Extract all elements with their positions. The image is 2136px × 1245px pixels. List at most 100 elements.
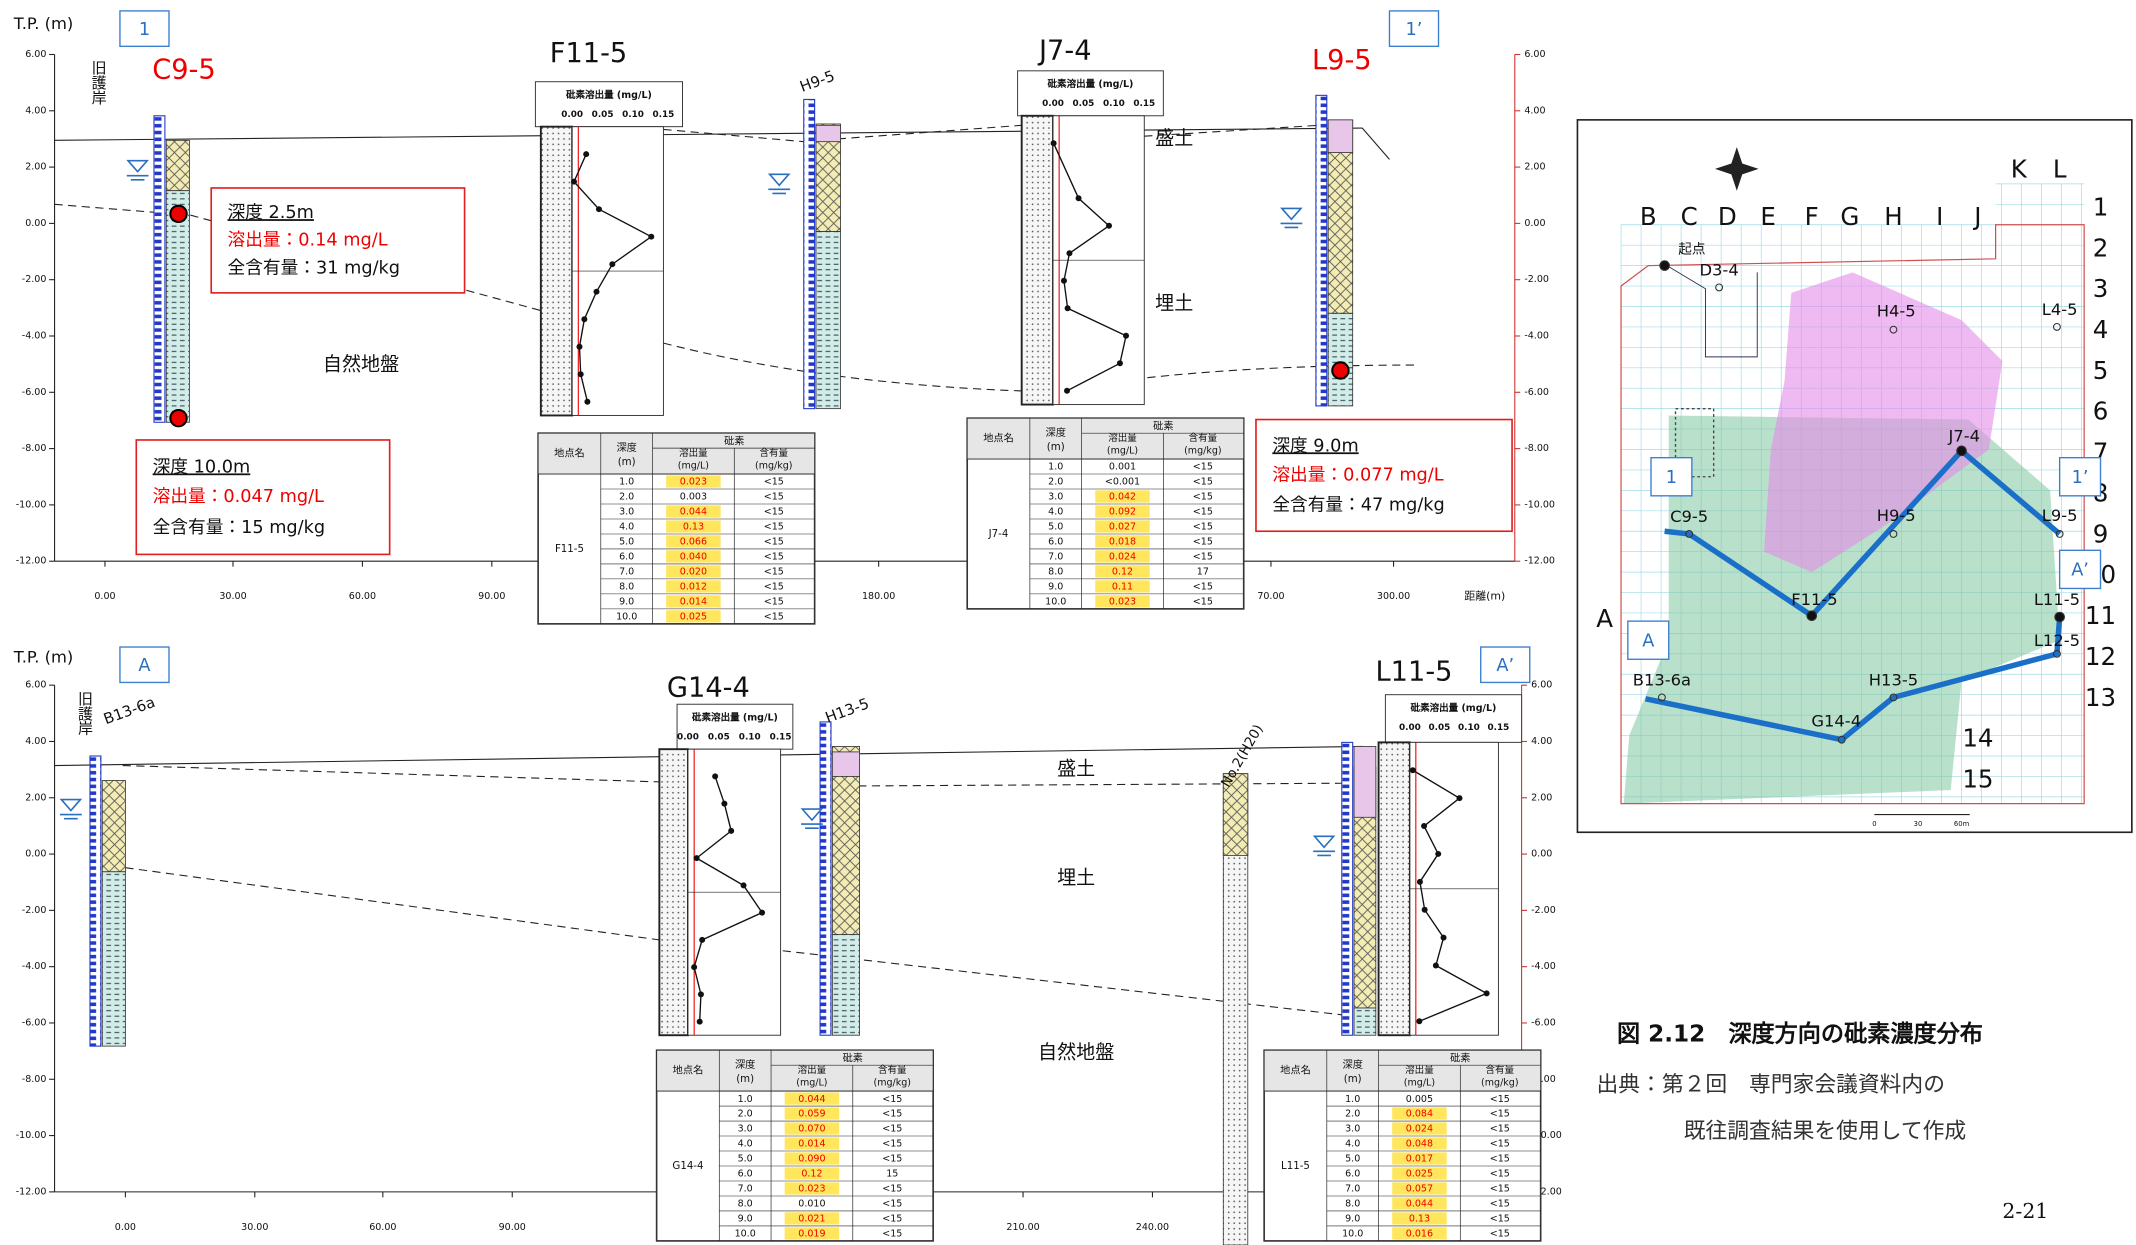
layer-label: 埋土 (1155, 292, 1193, 314)
profile-tick: 0.00 (561, 110, 583, 120)
y-tick-label: 0.00 (25, 218, 46, 229)
y-tick-label: -6.00 (1524, 387, 1549, 398)
map-section-label: A’ (2071, 561, 2089, 581)
section-label: A (138, 656, 150, 676)
page: T.P. (m)6.006.004.004.002.002.000.000.00… (0, 0, 2136, 1245)
profile-point (1051, 140, 1057, 146)
x-tick-label: 90.00 (499, 1222, 526, 1233)
table-cell: 0.11 (1112, 582, 1133, 593)
profile-title: 砒素溶出量 (mg/L) (566, 89, 652, 101)
table-header: 深度 (616, 441, 636, 454)
table-cell: 0.040 (680, 552, 707, 563)
table-cell: 17 (1197, 567, 1209, 578)
table-cell: <15 (1193, 507, 1213, 518)
map-point (1957, 446, 1967, 456)
table-cell: 0.014 (680, 597, 707, 608)
sample-point (170, 206, 186, 222)
table-cell: <15 (1193, 462, 1213, 473)
water-level (1280, 208, 1302, 227)
table-cell: 1.0 (1345, 1094, 1360, 1105)
profile-tick: 0.00 (1399, 723, 1421, 733)
profile-tick: 0.05 (1428, 723, 1450, 733)
profile-tick: 0.10 (739, 732, 761, 742)
table-cell: 0.044 (1406, 1199, 1433, 1210)
table-cell: 6.0 (738, 1169, 753, 1180)
table-cell: <15 (882, 1094, 902, 1105)
table-cell: <15 (764, 567, 784, 578)
caption-source: 既往調査結果を使用して作成 (1684, 1119, 1967, 1144)
table-cell: 4.0 (738, 1139, 753, 1150)
profile-title: 砒素溶出量 (mg/L) (692, 711, 778, 723)
map-point-label: H4-5 (1877, 301, 1916, 320)
table-cell: 0.057 (1406, 1184, 1433, 1195)
note-depth: 深度 10.0m (153, 456, 251, 477)
table-header: 砒素 (1450, 1051, 1470, 1064)
table-cell: <15 (1193, 552, 1213, 563)
profile-tick: 0.05 (592, 110, 614, 120)
table-cell: 10.0 (616, 612, 637, 623)
table-cell: 6.0 (1345, 1169, 1360, 1180)
map-row: 1 (2093, 192, 2109, 221)
y-tick-label: -4.00 (22, 961, 47, 972)
table-cell: <15 (764, 552, 784, 563)
map-point-label: D3-4 (1699, 261, 1738, 280)
water-level (127, 161, 149, 180)
table-header: (m) (736, 1074, 754, 1085)
table-cell: 4.0 (1048, 507, 1063, 518)
y-tick-label: -8.00 (22, 443, 47, 454)
ground-line (1362, 128, 1389, 159)
table-cell: <15 (882, 1214, 902, 1225)
x-tick-label: 240.00 (1136, 1222, 1169, 1233)
table-cell: 1.0 (1048, 462, 1063, 473)
x-tick-label: 180.00 (862, 591, 895, 602)
table-cell: <15 (1490, 1109, 1510, 1120)
table-cell: <15 (882, 1109, 902, 1120)
profile-tick: 0.05 (1073, 99, 1095, 109)
table-cell: <15 (882, 1154, 902, 1165)
map-row: 14 (1962, 724, 1993, 753)
borehole-label: L11-5 (1375, 656, 1452, 687)
y-tick-label: 2.00 (25, 792, 46, 803)
profile-tick: 0.00 (1042, 99, 1064, 109)
y-tick-label: -10.00 (16, 499, 47, 510)
table-cell: 5.0 (619, 537, 634, 548)
table-header: 溶出量 (1108, 432, 1137, 444)
table-cell: 0.059 (798, 1109, 825, 1120)
map-row: 15 (1962, 765, 1993, 794)
table-cell: 0.014 (798, 1139, 825, 1150)
table-header: 地点名 (1280, 1064, 1311, 1077)
map-row: 3 (2093, 274, 2109, 303)
profile-column (659, 749, 688, 1035)
table-cell: 5.0 (1345, 1154, 1360, 1165)
table-header: 地点名 (673, 1064, 704, 1077)
map-column: D (1718, 202, 1737, 231)
y-tick-label: 2.00 (1531, 792, 1552, 803)
table-cell: <15 (1193, 522, 1213, 533)
borehole-label: H13-5 (823, 694, 872, 726)
borehole-label: G14-4 (667, 673, 750, 704)
table-cell: <15 (1490, 1199, 1510, 1210)
table-cell: 2.0 (1345, 1109, 1360, 1120)
table-cell: 10.0 (1342, 1229, 1363, 1240)
sample-point (170, 410, 186, 426)
x-tick-label: 60.00 (369, 1222, 396, 1233)
y-tick-label: -2.00 (1524, 274, 1549, 285)
borehole-casing (804, 99, 815, 408)
table-cell: <15 (764, 537, 784, 548)
profile-column (1379, 742, 1410, 1035)
note-content: 全含有量：15 mg/kg (153, 517, 325, 538)
table-cell: 0.044 (798, 1094, 825, 1105)
y-tick-label: -6.00 (22, 1017, 47, 1028)
table-cell: 0.005 (1406, 1094, 1433, 1105)
y-tick-label: 6.00 (1531, 680, 1552, 691)
x-tick-label: 30.00 (219, 591, 246, 602)
table-cell: 0.023 (1109, 597, 1136, 608)
map-column: F (1805, 202, 1819, 231)
table-header: 溶出量 (798, 1064, 827, 1076)
table-cell: 3.0 (619, 507, 634, 518)
table-header: 含有量 (1486, 1064, 1515, 1076)
map-row: 11 (2085, 601, 2116, 630)
x-axis-label: 距離(m) (1464, 589, 1505, 603)
y-tick-label: -4.00 (22, 330, 47, 341)
table-cell: 10.0 (735, 1229, 756, 1240)
